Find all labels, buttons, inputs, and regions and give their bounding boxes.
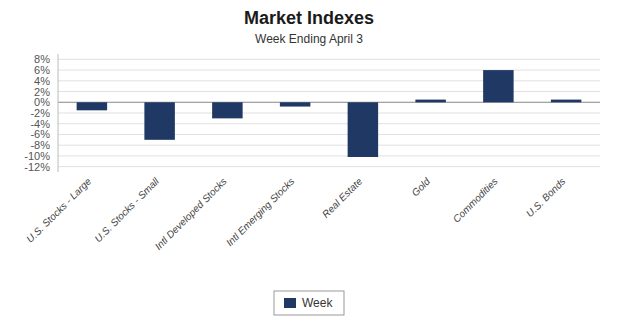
grid-line <box>58 59 600 60</box>
grid-line <box>58 80 600 81</box>
bar <box>212 102 242 118</box>
bar <box>415 100 445 103</box>
grid <box>58 59 600 166</box>
zero-line <box>58 102 600 103</box>
y-tick-label: -4% <box>30 118 50 130</box>
bar <box>483 70 513 102</box>
bar <box>348 102 378 157</box>
grid-line <box>58 113 600 114</box>
y-tick-label: 0% <box>34 96 50 108</box>
y-tick-label: -12% <box>24 161 50 173</box>
y-axis-line <box>58 54 59 172</box>
x-tick-label: Real Estate <box>320 175 365 220</box>
x-tick-label: Gold <box>409 175 432 198</box>
bar <box>551 100 581 103</box>
y-tick-label: 4% <box>34 75 50 87</box>
x-tick-label: Commodities <box>451 176 500 225</box>
chart: Market Indexes Week Ending April 3 -12%-10… <box>0 0 618 325</box>
bar <box>77 102 107 110</box>
y-tick-label: 8% <box>34 53 50 65</box>
legend-swatch <box>284 298 296 308</box>
bar <box>144 102 174 140</box>
y-tick-label: 6% <box>34 64 50 76</box>
grid-line <box>58 91 600 92</box>
y-tick-label: -2% <box>30 107 50 119</box>
bar <box>280 102 310 106</box>
grid-line <box>58 145 600 146</box>
subtitle: Week Ending April 3 <box>255 32 363 46</box>
x-tick-label: U.S. Stocks - Small <box>92 175 161 244</box>
y-tick-label: -10% <box>24 150 50 162</box>
grid-line <box>58 155 600 156</box>
grid-line <box>58 134 600 135</box>
x-tick-label: U.S. Stocks - Large <box>24 175 93 244</box>
legend-label: Week <box>302 296 333 310</box>
bars <box>77 70 582 157</box>
legend-box <box>274 291 344 315</box>
y-tick-label: -8% <box>30 139 50 151</box>
x-tick-label: Intl Developed Stocks <box>153 176 229 252</box>
grid-line <box>58 166 600 167</box>
x-tick-label: U.S. Bonds <box>524 176 568 220</box>
title: Market Indexes <box>244 8 374 28</box>
grid-line <box>58 123 600 124</box>
legend: Week <box>274 291 344 315</box>
y-tick-label: -6% <box>30 128 50 140</box>
x-tick-label: Intl Emerging Stocks <box>224 176 297 249</box>
grid-line <box>58 70 600 71</box>
y-tick-label: 2% <box>34 86 50 98</box>
